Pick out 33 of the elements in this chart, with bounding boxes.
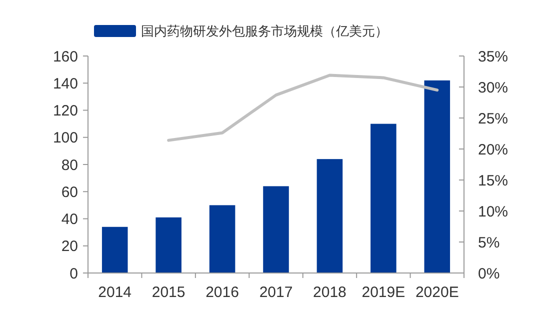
bar [102,226,128,273]
x-tick-label: 2017 [259,284,293,301]
y2-tick-label: 20% [478,141,508,158]
bar [263,186,289,273]
x-tick-label: 2018 [313,284,346,301]
y2-tick-label: 25% [478,110,508,128]
x-tick-label: 2019E [362,284,406,301]
y2-tick-label: 30% [478,79,508,96]
bar [316,159,343,273]
x-tick-label: 2016 [206,284,239,301]
y-tick-label: 160 [52,48,78,66]
line-series [167,74,439,142]
y-tick-label: 0 [70,265,78,282]
y2-tick-label: 15% [478,172,508,190]
y-tick-label: 120 [52,102,78,120]
bar [209,205,236,273]
y2-tick-label: 35% [478,48,508,66]
y2-tick-label: 5% [478,234,500,252]
y-tick-label: 80 [61,156,78,174]
y-tick-label: 60 [61,184,78,201]
x-tick-label: 2020E [415,284,459,301]
y-tick-label: 100 [52,130,78,147]
bar [424,80,450,273]
bar [370,124,396,273]
y-tick-label: 40 [61,211,78,228]
legend-label: 国内药物研发外包服务市场规模（亿美元） [141,24,388,39]
y-tick-label: 20 [61,238,78,256]
y-tick-label: 140 [52,75,78,92]
bar [156,217,182,273]
x-tick-label: 2015 [152,284,186,301]
y2-tick-label: 0% [478,265,500,282]
x-tick-label: 2014 [98,284,132,301]
y2-tick-label: 10% [478,203,508,220]
